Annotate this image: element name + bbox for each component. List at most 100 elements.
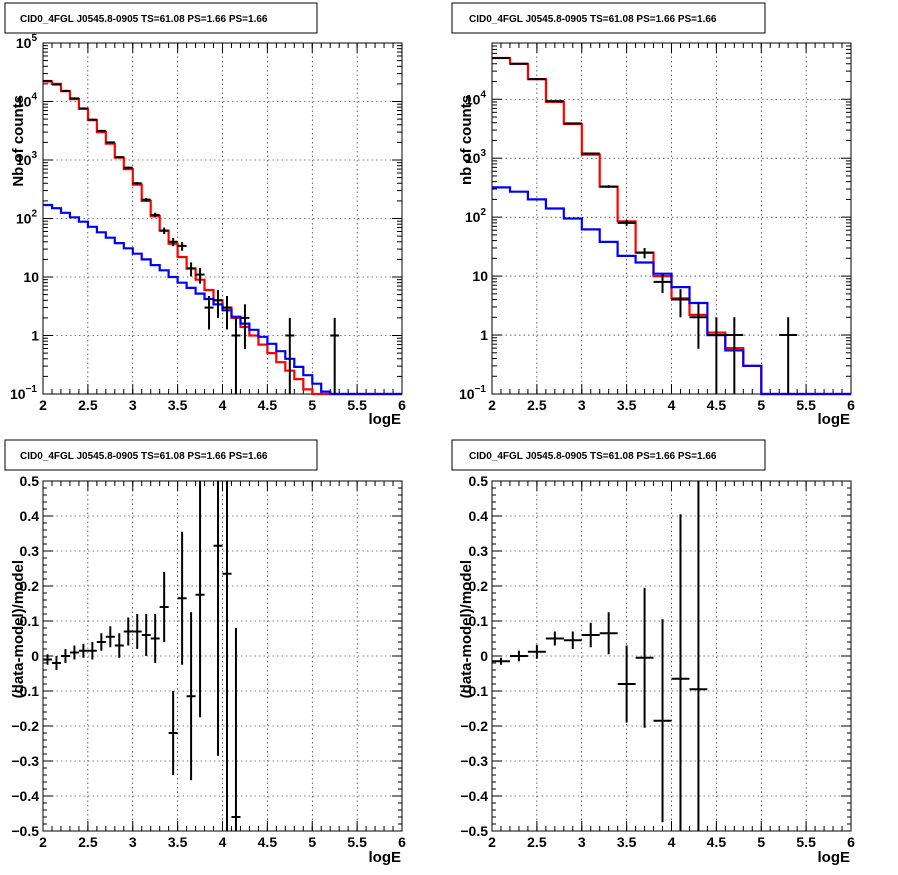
- y-tick-label: 10: [23, 269, 39, 285]
- x-axis-label: logE: [818, 411, 851, 428]
- x-tick-label: 3: [578, 834, 586, 850]
- x-tick-label: 3.5: [617, 397, 637, 413]
- x-tick-label: 4: [668, 397, 676, 413]
- y-tick-label: −0.4: [11, 788, 39, 804]
- y-tick-label: 103: [16, 150, 38, 168]
- x-tick-label: 4.5: [258, 397, 278, 413]
- y-tick-label: 102: [465, 207, 487, 225]
- y-tick-label: 104: [465, 89, 487, 107]
- y-axis-label: Nb of counts: [10, 95, 27, 187]
- y-tick-label: 103: [465, 148, 487, 166]
- x-tick-label: 6: [847, 834, 855, 850]
- x-tick-label: 4.5: [707, 834, 727, 850]
- x-tick-label: 6: [847, 397, 855, 413]
- x-tick-label: 2.5: [78, 834, 98, 850]
- y-tick-label: −0.3: [460, 753, 488, 769]
- x-tick-label: 5.5: [347, 397, 367, 413]
- plot-frame: [491, 480, 852, 832]
- x-tick-label: 3: [578, 397, 586, 413]
- x-tick-label: 2.5: [527, 397, 547, 413]
- y-tick-label: 10−1: [10, 384, 37, 402]
- y-tick-label: −0.1: [460, 683, 488, 699]
- y-tick-label: 0.2: [469, 578, 489, 594]
- chart-title: CID0_4FGL J0545.8-0905 TS=61.08 PS=1.66 …: [469, 451, 717, 462]
- x-tick-label: 5: [308, 834, 316, 850]
- y-tick-label: 0.3: [20, 543, 40, 559]
- y-tick-label: 0: [480, 648, 488, 664]
- x-tick-label: 4: [668, 834, 676, 850]
- y-tick-label: 0.4: [469, 508, 489, 524]
- chart-title: CID0_4FGL J0545.8-0905 TS=61.08 PS=1.66 …: [20, 451, 268, 462]
- y-tick-label: 105: [16, 33, 38, 51]
- title-box: [451, 439, 766, 471]
- chart-panel-top-right: CID0_4FGL J0545.8-0905 TS=61.08 PS=1.66 …: [451, 2, 855, 428]
- y-axis-label: nb of counts: [458, 95, 475, 185]
- x-tick-label: 5: [757, 834, 765, 850]
- y-tick-label: 0.1: [469, 613, 489, 629]
- chart-title: CID0_4FGL J0545.8-0905 TS=61.08 PS=1.66 …: [20, 14, 268, 25]
- x-tick-label: 5.5: [347, 834, 367, 850]
- y-tick-label: −0.2: [460, 718, 488, 734]
- y-tick-label: 0.1: [20, 613, 40, 629]
- y-tick-label: 0.4: [20, 508, 40, 524]
- x-axis-label: logE: [369, 849, 402, 866]
- y-tick-label: 1: [480, 327, 488, 343]
- y-tick-label: −0.1: [11, 683, 39, 699]
- x-tick-label: 3.5: [168, 397, 188, 413]
- x-tick-label: 2: [488, 834, 496, 850]
- plot-frame: [42, 480, 403, 832]
- x-axis-label: logE: [818, 849, 851, 866]
- chart-title: CID0_4FGL J0545.8-0905 TS=61.08 PS=1.66 …: [469, 14, 717, 25]
- x-tick-label: 3.5: [617, 834, 637, 850]
- y-tick-label: 0.5: [469, 473, 489, 489]
- x-tick-label: 5: [757, 397, 765, 413]
- x-tick-label: 4: [219, 834, 227, 850]
- x-tick-label: 4.5: [707, 397, 727, 413]
- y-axis-label: (data-model)/model: [10, 560, 27, 698]
- x-tick-label: 6: [398, 397, 406, 413]
- x-tick-label: 5.5: [796, 397, 816, 413]
- x-tick-label: 6: [398, 834, 406, 850]
- title-box: [4, 2, 318, 34]
- y-tick-label: 102: [16, 209, 38, 227]
- y-tick-label: −0.3: [11, 753, 39, 769]
- y-tick-label: 1: [31, 328, 39, 344]
- y-tick-label: 104: [16, 92, 38, 110]
- x-tick-label: 4: [219, 397, 227, 413]
- title-box: [4, 439, 318, 471]
- y-tick-label: 0.2: [20, 578, 40, 594]
- x-tick-label: 2.5: [527, 834, 547, 850]
- x-tick-label: 4.5: [258, 834, 278, 850]
- total_model-histogram: [43, 80, 402, 396]
- title-box: [451, 2, 766, 34]
- x-tick-label: 2.5: [78, 397, 98, 413]
- y-tick-label: 10−1: [459, 384, 486, 402]
- y-tick-label: −0.5: [11, 823, 39, 839]
- plot-frame: [491, 42, 852, 395]
- y-tick-label: −0.2: [11, 718, 39, 734]
- source_model-histogram: [492, 186, 851, 396]
- x-tick-label: 3: [129, 834, 137, 850]
- x-tick-label: 3: [129, 397, 137, 413]
- chart-panel-bottom-right: CID0_4FGL J0545.8-0905 TS=61.08 PS=1.66 …: [451, 439, 855, 866]
- x-tick-label: 2: [39, 834, 47, 850]
- plot-frame: [42, 42, 403, 395]
- x-axis-label: logE: [369, 411, 402, 428]
- chart-panel-bottom-left: CID0_4FGL J0545.8-0905 TS=61.08 PS=1.66 …: [4, 439, 406, 866]
- x-tick-label: 5: [308, 397, 316, 413]
- x-tick-label: 2: [488, 397, 496, 413]
- y-tick-label: −0.4: [460, 788, 488, 804]
- x-tick-label: 2: [39, 397, 47, 413]
- y-tick-label: 0.5: [20, 473, 40, 489]
- y-tick-label: 0.3: [469, 543, 489, 559]
- total_model-histogram: [492, 56, 851, 396]
- x-tick-label: 3.5: [168, 834, 188, 850]
- y-tick-label: 0: [31, 648, 39, 664]
- y-tick-label: 10: [472, 268, 488, 284]
- y-axis-label: (data-model)/model: [458, 560, 475, 698]
- x-tick-label: 5.5: [796, 834, 816, 850]
- source_model-histogram: [43, 203, 402, 396]
- y-tick-label: −0.5: [460, 823, 488, 839]
- chart-panel-top-left: CID0_4FGL J0545.8-0905 TS=61.08 PS=1.66 …: [4, 2, 406, 428]
